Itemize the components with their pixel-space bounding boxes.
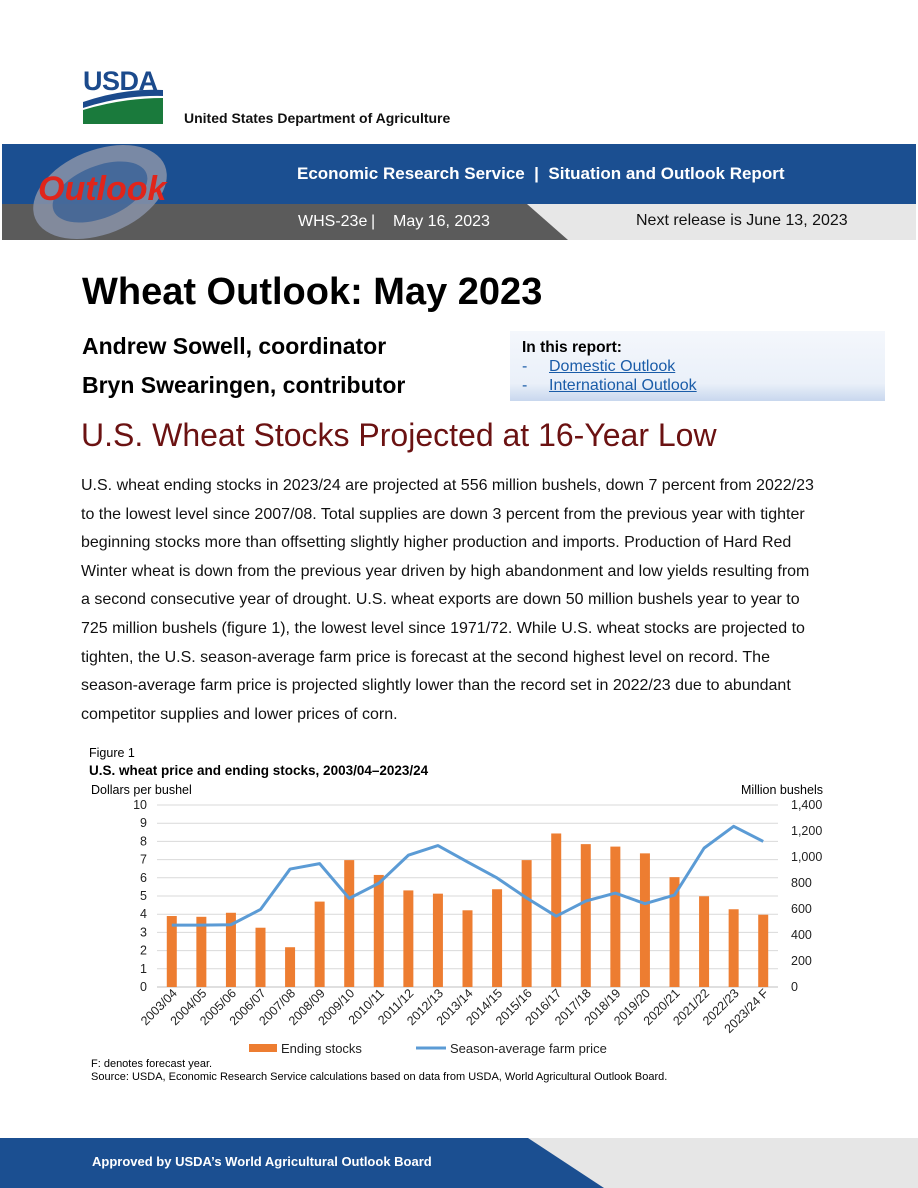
bar-ending-stocks: [432, 893, 443, 987]
toc-heading: In this report:: [522, 339, 622, 356]
footer-approval: Approved by USDA’s World Agricultural Ou…: [92, 1154, 432, 1169]
y-right-tick-label: 1,000: [791, 850, 822, 864]
y-left-tick-label: 5: [140, 889, 147, 903]
outlook-badge: Outlook: [33, 145, 169, 239]
y-left-tick-label: 9: [140, 816, 147, 830]
y-left-tick-label: 2: [140, 944, 147, 958]
toc-link-domestic-outlook[interactable]: Domestic Outlook: [549, 358, 676, 375]
body-line: to the lowest level since 2007/08. Total…: [81, 505, 805, 523]
y-left-tick-label: 0: [140, 980, 147, 994]
y-left-tick-label: 8: [140, 834, 147, 848]
y-right-tick-label: 800: [791, 876, 812, 890]
bar-ending-stocks: [196, 916, 207, 987]
footer-blue-wedge: [0, 1138, 604, 1188]
bar-ending-stocks: [669, 877, 680, 987]
usda-logo-mark: [83, 89, 163, 124]
section-headline: U.S. Wheat Stocks Projected at 16-Year L…: [81, 417, 717, 453]
legend-label-ending-stocks: Ending stocks: [281, 1041, 362, 1056]
figure-label: Figure 1: [89, 746, 135, 760]
y-right-tick-label: 0: [791, 980, 798, 994]
body-line: season-average farm price is projected s…: [81, 677, 791, 695]
page-title: Wheat Outlook: May 2023: [82, 271, 543, 313]
bar-ending-stocks: [314, 901, 325, 987]
bar-ending-stocks: [728, 909, 739, 987]
legend-swatch-ending-stocks: [249, 1044, 277, 1052]
author-coordinator: Andrew Sowell, coordinator: [82, 333, 387, 359]
toc-item-international[interactable]: - International Outlook: [522, 377, 697, 395]
toc-link-international-outlook[interactable]: International Outlook: [549, 377, 697, 394]
bar-ending-stocks: [344, 860, 355, 987]
bar-ending-stocks: [521, 860, 532, 987]
y-left-tick-label: 7: [140, 853, 147, 867]
bar-ending-stocks: [551, 833, 562, 987]
y-axis-right-label: Million bushels: [741, 783, 823, 797]
bar-ending-stocks: [373, 874, 384, 987]
figure-title: U.S. wheat price and ending stocks, 2003…: [89, 763, 429, 778]
report-series: Economic Research Service | Situation an…: [297, 164, 785, 183]
bar-ending-stocks: [285, 947, 296, 987]
toc-item-domestic[interactable]: - Domestic Outlook: [522, 358, 675, 376]
bar-ending-stocks: [699, 896, 710, 987]
y-left-tick-label: 10: [133, 798, 147, 812]
report-id: WHS-23e: [298, 213, 368, 230]
bar-ending-stocks: [580, 844, 591, 987]
y-left-tick-label: 1: [140, 962, 147, 976]
bar-ending-stocks: [492, 889, 503, 987]
bar-ending-stocks: [255, 927, 266, 987]
bar-ending-stocks: [403, 890, 414, 987]
body-line: competitor supplies and lower prices of …: [81, 705, 398, 723]
toc-bullet: -: [522, 358, 528, 375]
y-right-tick-label: 1,200: [791, 824, 822, 838]
line-season-average-price: [171, 824, 764, 927]
report-date: May 16, 2023: [393, 213, 490, 230]
bar-ending-stocks: [462, 910, 473, 987]
wheat-price-stocks-chart: 0 1 2 3 4 5 6 7 8 9 10 0 200 400 600 800 1,000 1,200 1,400…: [133, 798, 822, 1056]
figure-note: F: denotes forecast year.: [91, 1058, 213, 1070]
usda-logo: USDA: [83, 68, 163, 124]
bar-ending-stocks: [758, 914, 769, 987]
body-line: tighten, the U.S. season-average farm pr…: [81, 648, 770, 666]
y-right-tick-label: 200: [791, 954, 812, 968]
bar-ending-stocks: [639, 853, 650, 987]
figure-source: Source: USDA, Economic Research Service …: [91, 1071, 668, 1083]
bar-ending-stocks: [166, 916, 177, 987]
report-id-divider: |: [371, 213, 376, 230]
bar-ending-stocks: [225, 912, 236, 987]
toc-bullet: -: [522, 377, 528, 394]
y-right-tick-label: 600: [791, 902, 812, 916]
outlook-badge-text: Outlook: [38, 170, 169, 208]
toc-box: In this report: - Domestic Outlook - Inter…: [510, 331, 885, 401]
y-right-tick-label: 1,400: [791, 798, 822, 812]
next-release: Next release is June 13, 2023: [636, 212, 848, 229]
bar-ending-stocks: [610, 846, 621, 987]
y-left-tick-label: 3: [140, 925, 147, 939]
body-line: U.S. wheat ending stocks in 2023/24 are …: [81, 477, 814, 494]
author-contributor: Bryn Swearingen, contributor: [82, 372, 406, 398]
body-line: 725 million bushels (figure 1), the lowe…: [81, 619, 805, 637]
y-axis-left-label: Dollars per bushel: [91, 783, 192, 797]
body-paragraph: U.S. wheat ending stocks in 2023/24 are …: [81, 472, 846, 729]
body-line: beginning stocks more than offsetting sl…: [81, 534, 792, 552]
legend-label-price: Season-average farm price: [450, 1041, 607, 1056]
y-right-tick-label: 400: [791, 928, 812, 942]
body-line: a second consecutive year of drought. U.…: [81, 591, 800, 609]
body-line: Winter wheat is down from the previous y…: [81, 562, 810, 580]
department-name: United States Department of Agriculture: [184, 110, 451, 126]
y-left-tick-label: 6: [140, 871, 147, 885]
y-left-tick-label: 4: [140, 907, 147, 921]
